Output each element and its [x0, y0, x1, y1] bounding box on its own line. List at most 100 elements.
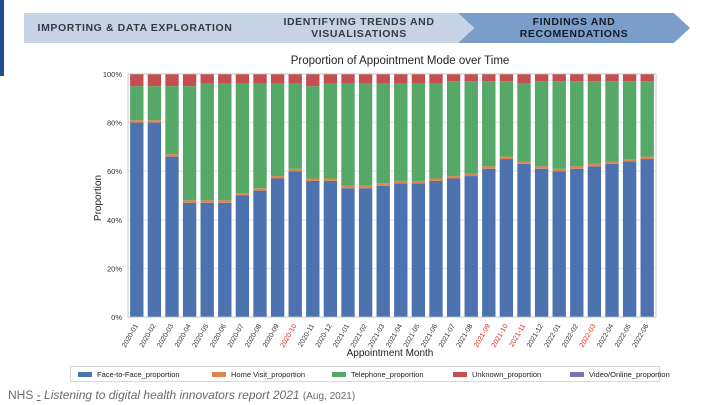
bar-segment	[182, 86, 197, 201]
y-axis-label: Proportion	[93, 175, 104, 221]
bar-segment	[147, 122, 162, 317]
bar-segment	[253, 190, 267, 317]
step-2-line1: IDENTIFYING TRENDS AND	[283, 16, 435, 28]
y-tick-label: 0%	[111, 313, 122, 322]
y-tick-label: 100%	[103, 70, 123, 79]
bar-segment	[605, 74, 619, 82]
bar-segment	[253, 83, 267, 189]
bar-segment	[587, 81, 602, 164]
bar-segment	[130, 120, 144, 123]
bar-segment	[165, 156, 179, 317]
bar-segment	[534, 166, 549, 169]
bar-segment	[306, 86, 320, 179]
bar-segment	[552, 74, 566, 82]
legend-swatch	[453, 372, 467, 377]
bar-segment	[552, 81, 566, 169]
bar-segment	[517, 83, 531, 162]
bar-segment	[165, 86, 179, 155]
legend-label: Video/Online_proportion	[589, 370, 670, 379]
bar-segment	[306, 74, 320, 87]
bar-segment	[482, 166, 496, 169]
step-findings-recommendations[interactable]: FINDINGS AND RECOMENDATIONS	[458, 13, 690, 43]
bar-segment	[323, 83, 338, 179]
bar-segment	[587, 74, 602, 82]
bar-segment	[165, 154, 179, 157]
bar-segment	[622, 159, 637, 162]
bar-segment	[218, 83, 232, 201]
bar-segment	[182, 74, 197, 87]
left-accent-bar	[0, 0, 4, 76]
bar-segment	[182, 200, 197, 203]
bar-segment	[446, 74, 461, 82]
bar-segment	[376, 183, 390, 186]
bar-segment	[411, 74, 426, 84]
bar-segment	[341, 185, 355, 189]
bar-segment	[218, 74, 232, 84]
bar-segment	[605, 163, 619, 317]
legend-swatch	[78, 372, 92, 377]
chart-title: Proportion of Appointment Mode over Time	[291, 55, 510, 67]
bar-segment	[534, 74, 549, 82]
step-importing-data-exploration[interactable]: IMPORTING & DATA EXPLORATION	[24, 13, 260, 43]
bar-segment	[411, 183, 426, 317]
bar-segment	[147, 86, 162, 121]
bar-segment	[464, 173, 478, 177]
bar-segment	[587, 163, 602, 167]
bar-segment	[411, 83, 426, 181]
legend-label: Home Visit_proportion	[231, 370, 305, 379]
source-date: (Aug, 2021)	[302, 391, 356, 402]
bar-segment	[270, 83, 285, 177]
bar-segment	[218, 200, 232, 203]
bar-segment	[411, 180, 426, 184]
step-3-line1: FINDINGS AND	[532, 16, 616, 28]
bar-segment	[499, 81, 514, 157]
bar-segment	[358, 185, 373, 189]
bar-segment	[306, 178, 320, 181]
stacked-bar-chart: Proportion of Appointment Mode over Time…	[70, 50, 670, 386]
step-identifying-trends[interactable]: IDENTIFYING TRENDS AND VISUALISATIONS	[244, 13, 474, 43]
legend: Face-to-Face_proportion Home Visit_propor…	[70, 366, 670, 382]
step-3-label: FINDINGS AND RECOMENDATIONS	[520, 16, 629, 40]
bar-segment	[499, 74, 514, 82]
bar-segment	[182, 202, 197, 317]
plot-frame	[127, 73, 657, 318]
bar-segment	[376, 83, 390, 184]
bar-segment	[482, 168, 496, 317]
bar-segment	[358, 74, 373, 84]
bar-segment	[130, 86, 144, 121]
bar-segment	[605, 81, 619, 162]
bar-segment	[534, 81, 549, 167]
y-tick-label: 80%	[107, 119, 122, 128]
bars	[130, 74, 654, 317]
bar-segment	[394, 180, 408, 184]
bar-segment	[429, 74, 443, 84]
source-separator[interactable]: -	[36, 388, 41, 402]
bar-segment	[394, 83, 408, 181]
bar-segment	[622, 161, 637, 317]
y-tick-label: 60%	[107, 167, 122, 176]
bar-segment	[358, 188, 373, 317]
bar-segment	[640, 156, 654, 160]
bar-segment	[323, 178, 338, 181]
bar-segment	[464, 81, 478, 174]
x-axis-label: Appointment Month	[347, 348, 434, 359]
bar-segment	[570, 168, 584, 317]
legend-label: Face-to-Face_proportion	[97, 370, 180, 379]
bar-segment	[517, 163, 531, 317]
bar-segment	[358, 83, 373, 186]
step-3-line2: RECOMENDATIONS	[519, 28, 629, 40]
bar-segment	[323, 74, 338, 84]
bar-segment	[394, 74, 408, 84]
bar-segment	[200, 83, 214, 201]
source-title: Listening to digital health innovators r…	[44, 388, 300, 402]
bar-segment	[429, 178, 443, 181]
bar-segment	[587, 166, 602, 317]
bar-segment	[499, 156, 514, 160]
bar-segment	[376, 185, 390, 317]
source-org: NHS	[8, 388, 34, 402]
bar-segment	[270, 176, 285, 179]
bar-segment	[235, 193, 250, 196]
bar-segment	[376, 74, 390, 84]
bar-segment	[640, 81, 654, 157]
bar-segment	[270, 74, 285, 84]
